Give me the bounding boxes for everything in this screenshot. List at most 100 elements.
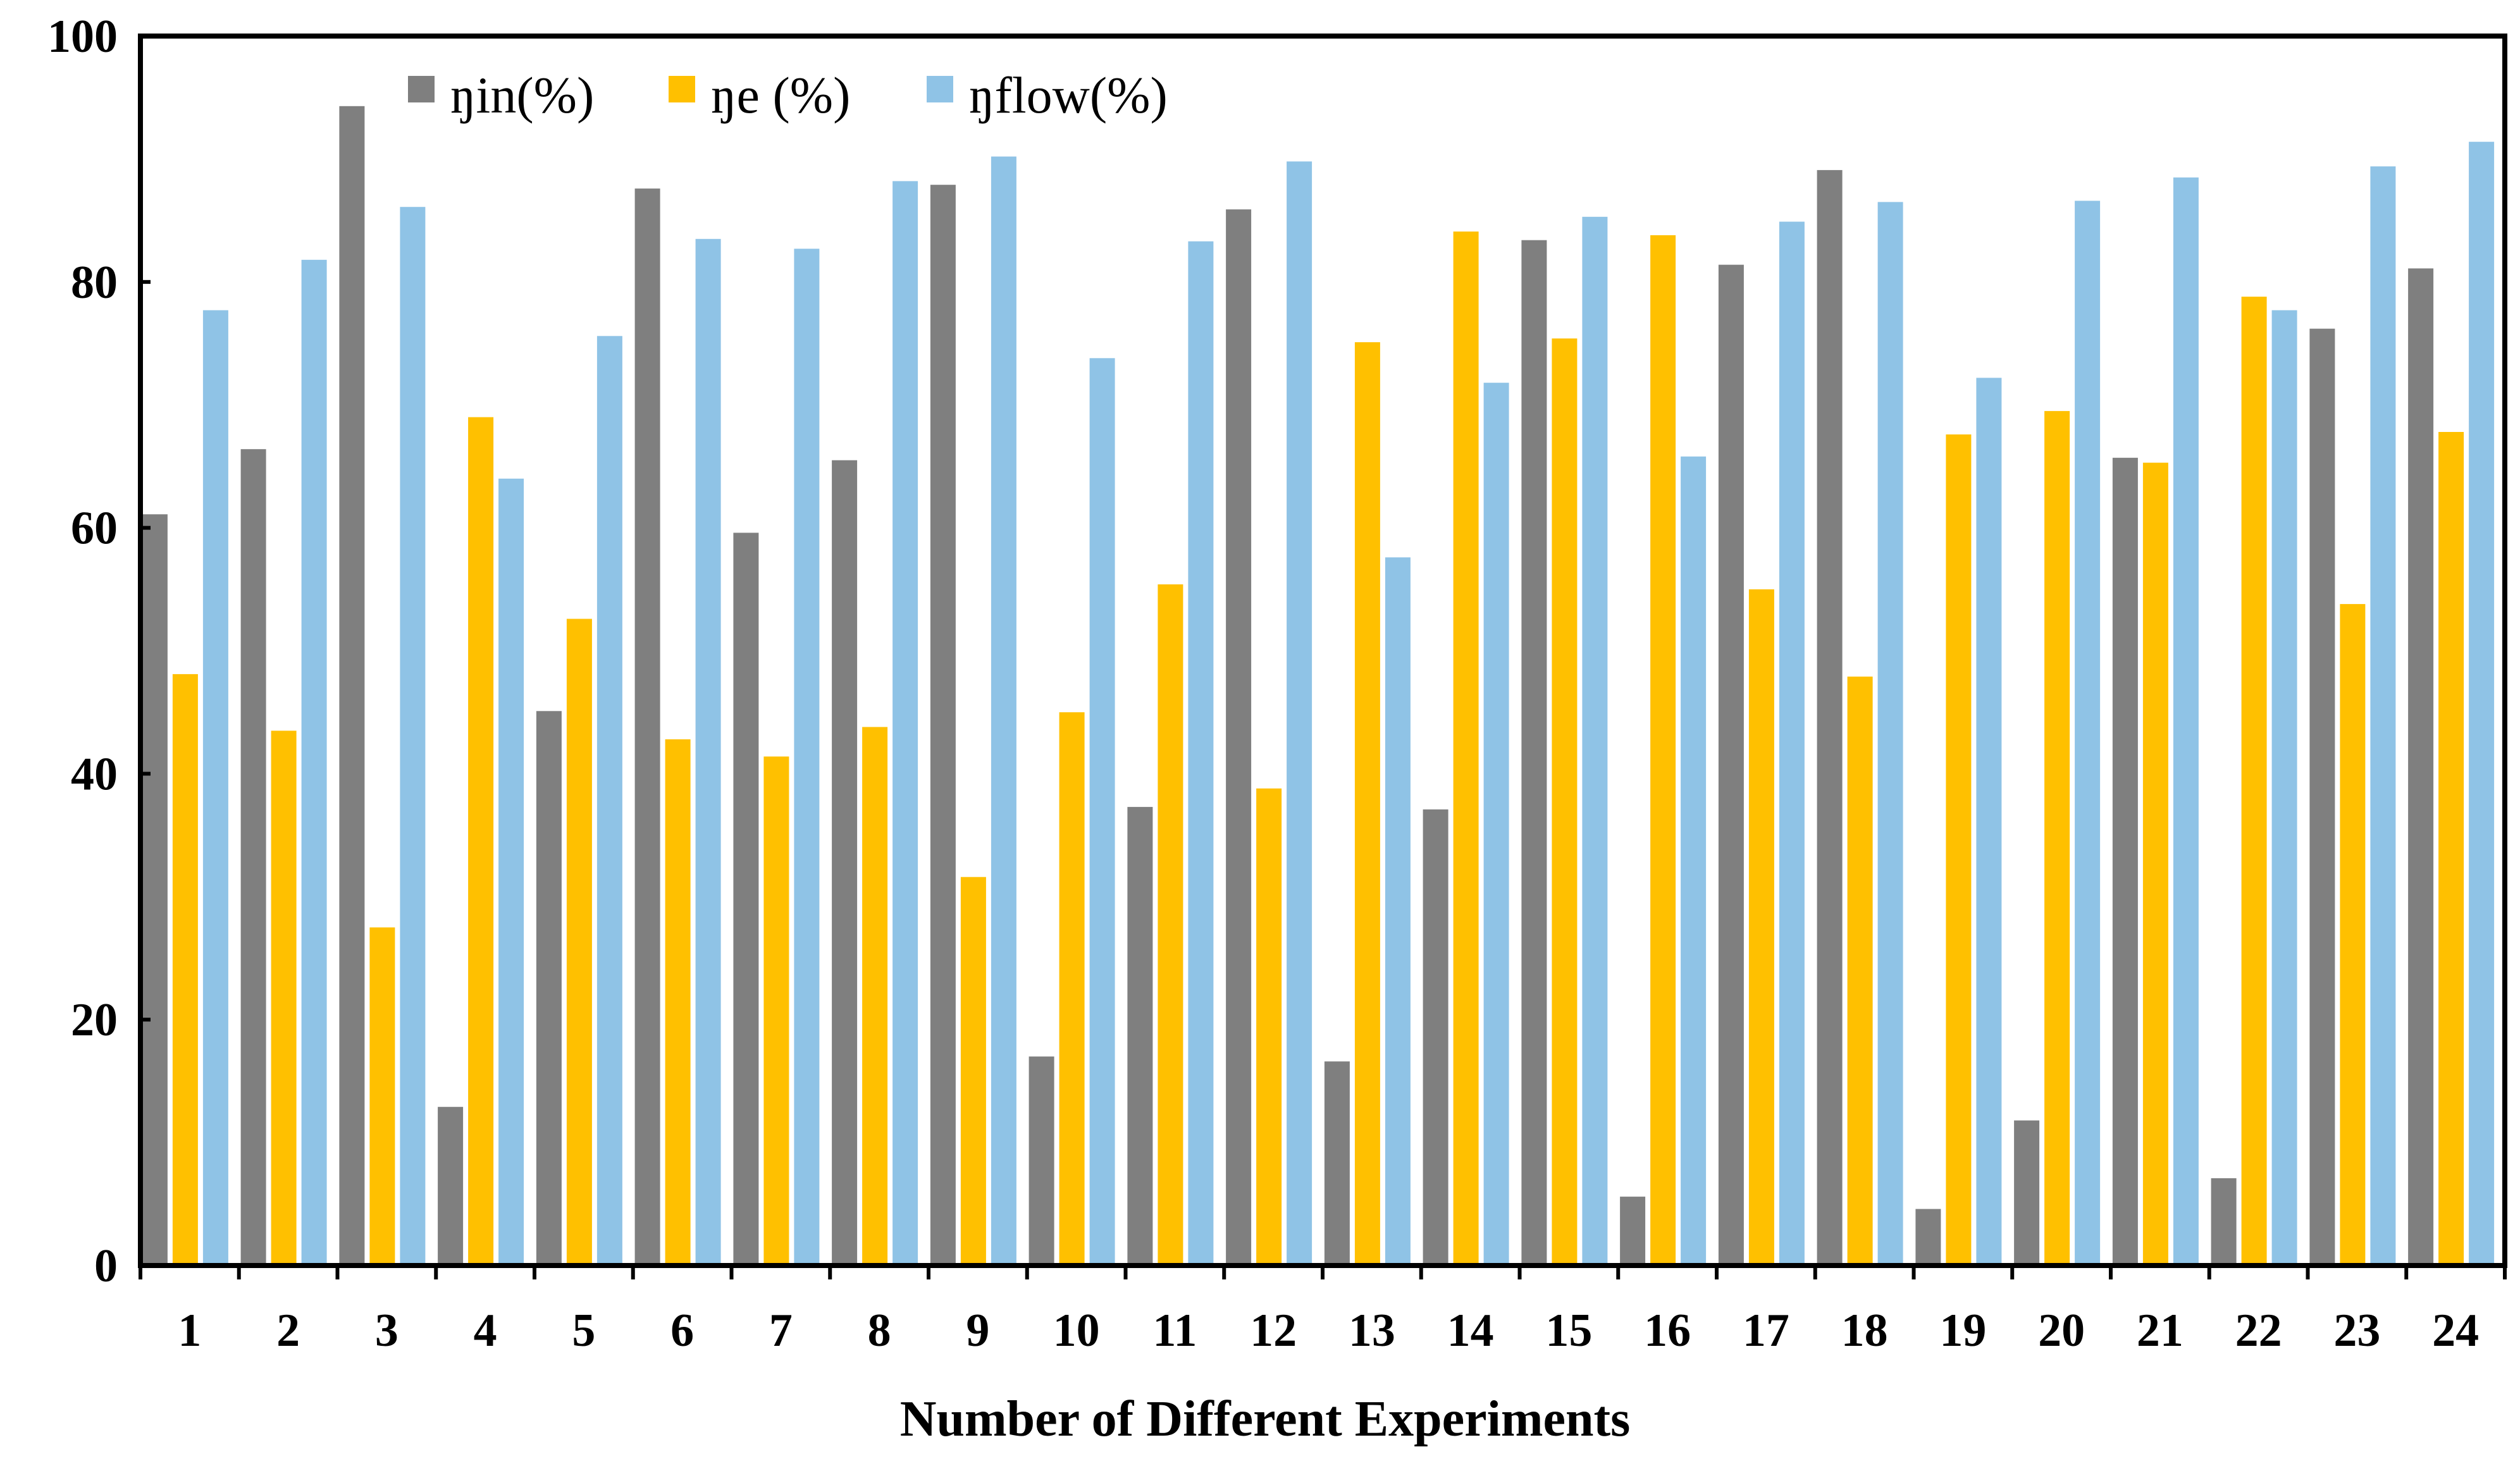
bar-17-series-3 bbox=[1779, 221, 1805, 1266]
bar-9-series-3 bbox=[991, 156, 1016, 1266]
bar-21-series-1 bbox=[2112, 457, 2138, 1266]
x-tick-label-4: 4 bbox=[474, 1305, 497, 1357]
bar-11-series-1 bbox=[1127, 806, 1153, 1266]
x-tick-label-16: 16 bbox=[1644, 1305, 1691, 1357]
bar-13-series-2 bbox=[1354, 342, 1380, 1266]
bar-8-series-3 bbox=[892, 181, 918, 1266]
bar-6-series-3 bbox=[695, 238, 721, 1266]
bar-9-series-1 bbox=[930, 185, 956, 1266]
legend: ŋin(%) ŋe (%) ŋflow(%) bbox=[408, 66, 1168, 124]
bar-22-series-1 bbox=[2211, 1178, 2237, 1266]
bar-23-series-1 bbox=[2309, 328, 2335, 1266]
bar-19-series-1 bbox=[1915, 1209, 1941, 1266]
bar-2-series-3 bbox=[301, 259, 327, 1266]
bar-18-series-1 bbox=[1817, 169, 1843, 1266]
legend-swatch-2 bbox=[669, 76, 695, 102]
legend-label-1: ŋin(%) bbox=[450, 66, 594, 124]
bar-20-series-2 bbox=[2044, 410, 2070, 1266]
bar-7-series-3 bbox=[794, 249, 820, 1266]
bar-23-series-3 bbox=[2370, 166, 2396, 1266]
x-tick-labels: 1 2 3 4 5 6 7 8 9 10 11 12 13 14 15 16 17 18 19 20 21 22 23 24 bbox=[178, 1305, 2479, 1357]
bar-2-series-1 bbox=[240, 449, 266, 1266]
bar-1-series-1 bbox=[142, 514, 168, 1266]
bar-16-series-3 bbox=[1681, 456, 1707, 1266]
bar-19-series-3 bbox=[1976, 378, 2002, 1266]
bar-24-series-2 bbox=[2438, 432, 2464, 1266]
bar-12-series-1 bbox=[1226, 209, 1252, 1266]
bar-14-series-3 bbox=[1483, 383, 1509, 1266]
bar-9-series-2 bbox=[960, 877, 986, 1266]
bar-12-series-2 bbox=[1256, 788, 1282, 1266]
bar-7-series-2 bbox=[763, 756, 789, 1266]
bar-10-series-3 bbox=[1089, 358, 1115, 1266]
y-tick-label-20: 20 bbox=[71, 994, 118, 1046]
bar-18-series-3 bbox=[1877, 202, 1903, 1266]
y-tick-label-100: 100 bbox=[47, 11, 118, 63]
x-tick-label-22: 22 bbox=[2235, 1305, 2282, 1357]
bar-16-series-1 bbox=[1620, 1197, 1646, 1266]
bar-4-series-1 bbox=[438, 1107, 464, 1266]
bar-22-series-3 bbox=[2271, 310, 2297, 1266]
legend-label-3: ŋflow(%) bbox=[969, 66, 1168, 124]
x-tick-label-6: 6 bbox=[670, 1305, 694, 1357]
bar-17-series-1 bbox=[1718, 264, 1744, 1266]
x-tick-label-13: 13 bbox=[1349, 1305, 1395, 1357]
bar-19-series-2 bbox=[1946, 434, 1972, 1266]
x-tick-label-12: 12 bbox=[1250, 1305, 1297, 1357]
y-tick-label-40: 40 bbox=[71, 748, 118, 800]
bar-4-series-2 bbox=[468, 417, 494, 1266]
y-tick-label-80: 80 bbox=[71, 257, 118, 309]
x-tick-label-17: 17 bbox=[1743, 1305, 1789, 1357]
bar-11-series-3 bbox=[1188, 241, 1214, 1266]
bar-23-series-2 bbox=[2340, 604, 2366, 1266]
x-tick-label-14: 14 bbox=[1447, 1305, 1494, 1357]
x-tick-label-11: 11 bbox=[1152, 1305, 1197, 1357]
bar-13-series-3 bbox=[1385, 557, 1411, 1266]
bar-24-series-3 bbox=[2469, 142, 2495, 1266]
bar-14-series-1 bbox=[1423, 809, 1448, 1266]
bar-3-series-2 bbox=[369, 927, 395, 1266]
bar-7-series-1 bbox=[733, 533, 759, 1266]
bar-20-series-3 bbox=[2075, 200, 2101, 1266]
x-tick-label-23: 23 bbox=[2333, 1305, 2380, 1357]
x-tick-label-3: 3 bbox=[375, 1305, 398, 1357]
bar-13-series-1 bbox=[1324, 1061, 1350, 1266]
bar-21-series-3 bbox=[2173, 177, 2199, 1266]
x-tick-label-8: 8 bbox=[868, 1305, 891, 1357]
bar-3-series-3 bbox=[400, 207, 426, 1266]
bar-12-series-3 bbox=[1287, 161, 1312, 1266]
legend-swatch-1 bbox=[408, 76, 435, 102]
bar-16-series-2 bbox=[1650, 235, 1676, 1266]
bar-15-series-3 bbox=[1582, 216, 1608, 1266]
bar-6-series-1 bbox=[634, 188, 660, 1266]
x-tick-label-21: 21 bbox=[2137, 1305, 2183, 1357]
x-tick-label-2: 2 bbox=[276, 1305, 300, 1357]
bar-14-series-2 bbox=[1453, 231, 1479, 1266]
bar-10-series-1 bbox=[1028, 1056, 1054, 1266]
bar-11-series-2 bbox=[1158, 584, 1183, 1266]
bar-8-series-1 bbox=[832, 460, 858, 1266]
bar-18-series-2 bbox=[1847, 676, 1873, 1266]
legend-swatch-3 bbox=[927, 76, 953, 102]
bar-24-series-1 bbox=[2408, 268, 2434, 1266]
x-tick-label-20: 20 bbox=[2038, 1305, 2085, 1357]
bar-5-series-1 bbox=[536, 711, 562, 1266]
y-tick-labels: 0 20 40 60 80 100 bbox=[47, 11, 118, 1292]
bar-2-series-2 bbox=[271, 730, 297, 1266]
x-tick-label-9: 9 bbox=[966, 1305, 989, 1357]
bar-20-series-1 bbox=[2014, 1120, 2040, 1266]
bar-1-series-2 bbox=[172, 674, 198, 1266]
bar-8-series-2 bbox=[862, 727, 888, 1266]
bar-22-series-2 bbox=[2241, 297, 2267, 1266]
bar-21-series-2 bbox=[2142, 462, 2168, 1266]
x-tick-label-18: 18 bbox=[1841, 1305, 1888, 1357]
y-tick-label-60: 60 bbox=[71, 503, 118, 555]
x-tick-label-5: 5 bbox=[572, 1305, 595, 1357]
bar-17-series-2 bbox=[1748, 589, 1774, 1266]
bar-6-series-2 bbox=[665, 739, 691, 1266]
x-tick-label-15: 15 bbox=[1545, 1305, 1592, 1357]
bar-4-series-3 bbox=[498, 478, 524, 1266]
x-tick-label-10: 10 bbox=[1053, 1305, 1100, 1357]
bar-3-series-1 bbox=[339, 106, 365, 1266]
